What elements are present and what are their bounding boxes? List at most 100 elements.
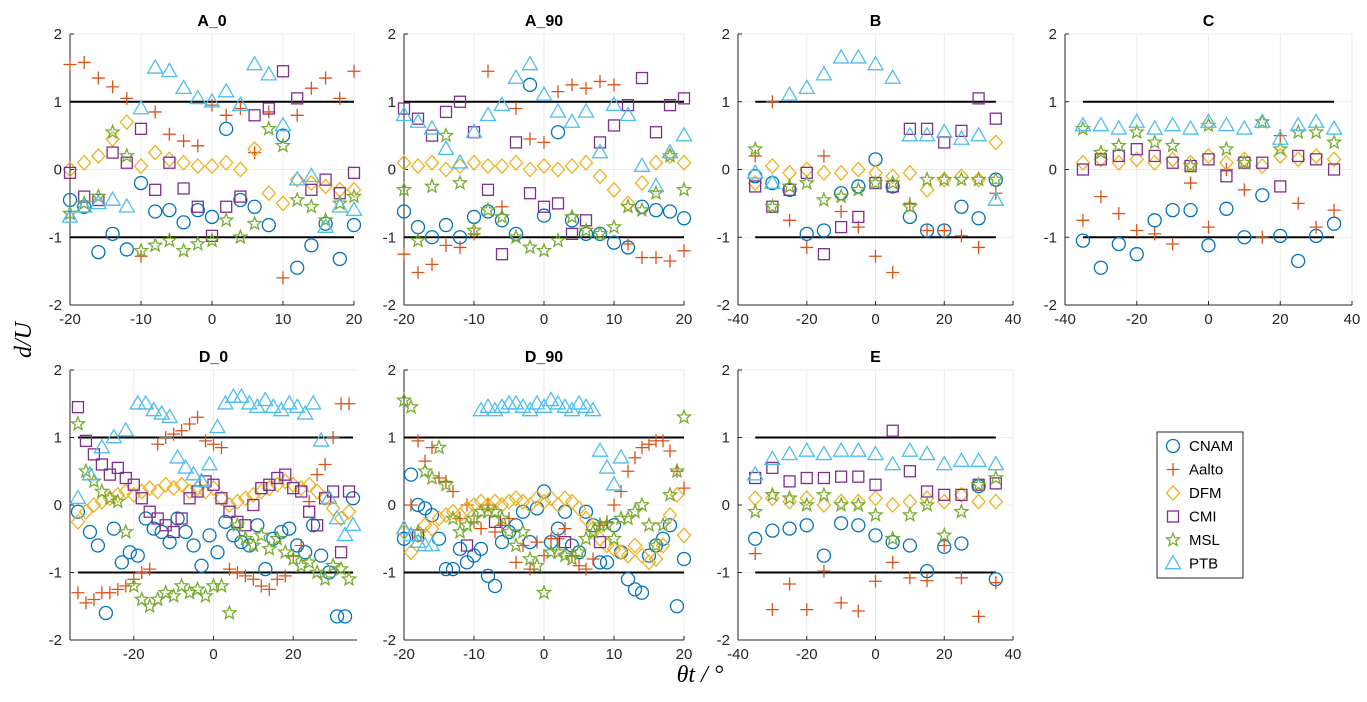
marker-diamond [230,493,245,510]
marker-square [397,102,411,115]
marker-triangle [146,58,164,74]
marker-plus [886,265,900,279]
marker-circle [676,551,692,567]
marker-diamond [190,157,206,175]
marker-plus [1327,203,1341,217]
marker-triangle [605,475,623,491]
marker-circle [82,524,98,540]
marker-square [234,190,247,203]
marker-circle [1326,216,1342,231]
marker-plus [1184,176,1198,190]
series-dfm [747,486,1004,514]
marker-triangle [1307,112,1325,128]
marker-diamond [86,496,102,514]
marker-triangle [81,465,99,481]
marker-diamond [134,483,150,500]
marker-diamond [816,164,832,182]
marker-circle [396,531,412,546]
marker-plus [677,481,691,495]
marker-circle [971,211,986,226]
x-tick-label: 20 [346,311,363,328]
marker-star [288,191,306,207]
x-tick-label: -40 [1054,311,1076,328]
marker-circle [1273,228,1288,244]
y-tick-label: -2 [383,297,396,314]
marker-diamond [833,164,849,182]
marker-triangle [849,441,867,457]
marker-diamond [536,157,552,175]
marker-star [117,523,135,539]
marker-plus [663,254,677,268]
marker-plus [175,424,189,438]
marker-plus [989,576,1003,590]
marker-triangle [423,536,441,552]
marker-circle [606,235,622,250]
marker-square [135,492,148,505]
marker-triangle [328,509,346,525]
marker-circle [304,238,319,253]
y-tick-label: 2 [722,26,730,43]
marker-triangle [591,441,609,457]
y-tick-label: 1 [722,94,730,111]
marker-circle [162,202,177,218]
marker-square [537,200,551,213]
series-dfm [70,473,357,530]
marker-triangle [563,112,581,128]
marker-circle [1255,188,1270,203]
marker-diamond [218,154,234,171]
marker-triangle [189,89,207,105]
marker-diamond [204,157,220,175]
panel-title: A_90 [525,13,563,30]
marker-diamond [936,493,952,510]
marker-triangle [1235,119,1253,135]
marker-star [416,462,434,479]
marker-diamond [410,157,426,175]
series-msl [746,140,1005,214]
marker-circle [748,531,763,546]
marker-plus [765,95,779,109]
marker-star [764,486,781,502]
marker-plus [663,444,677,458]
marker-plus [111,582,125,596]
marker-triangle [409,112,427,128]
marker-circle [122,545,137,560]
marker-plus [120,91,134,105]
marker-star [1164,531,1182,547]
marker-triangle [535,85,553,101]
marker-plus [502,512,516,525]
marker-triangle [1217,116,1236,132]
marker-star [936,526,953,543]
series-cmi [63,65,361,243]
marker-square [783,475,796,488]
marker-square [305,183,318,196]
marker-diamond [480,157,496,175]
marker-diamond [1147,154,1163,171]
marker-diamond [147,144,163,161]
y-tick-label: -2 [383,632,396,649]
x-tick-label: 40 [1344,311,1361,328]
marker-triangle [884,455,902,471]
marker-triangle [451,153,469,169]
marker-diamond [648,550,664,568]
marker-square [334,546,348,559]
x-tick-label: -10 [463,311,485,328]
marker-diamond [438,161,454,178]
marker-triangle [763,449,781,465]
marker-triangle [901,126,919,142]
marker-circle [186,538,201,553]
marker-star [867,506,884,523]
marker-circle [170,511,185,526]
marker-star [324,557,342,573]
marker-diamond [592,168,608,185]
marker-plus [159,431,173,444]
marker-star [423,469,441,485]
marker-circle [210,545,225,560]
marker-diamond [902,164,918,182]
marker-square [677,92,691,105]
marker-square [903,122,917,135]
marker-triangle [1164,554,1182,570]
marker-plus [593,74,607,88]
marker-triangle [1181,119,1200,135]
marker-triangle [619,106,637,122]
